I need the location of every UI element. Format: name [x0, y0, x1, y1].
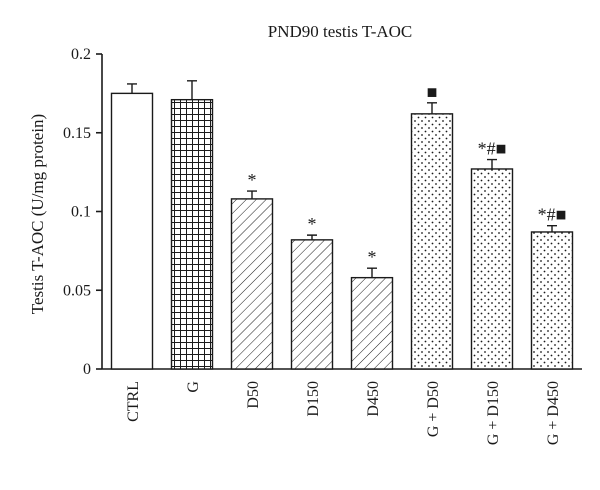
bar — [530, 231, 574, 370]
y-tick-label: 0.2 — [71, 46, 91, 63]
bar-group: *#■ — [530, 205, 574, 370]
plot-area: 0 0.05 0.1 0.15 0.2 * * * ■ *#■ *#■ CTRL G D50 D150 D… — [63, 46, 582, 445]
bar-group — [170, 80, 214, 370]
y-tick-label: 0.15 — [63, 125, 91, 142]
significance-marker: * — [308, 214, 317, 234]
error-bar — [427, 102, 437, 114]
bar — [230, 198, 274, 370]
error-bar — [187, 80, 197, 100]
x-tick-label: D50 — [245, 381, 262, 409]
significance-marker: ■ — [427, 82, 438, 102]
bars: * * * ■ *#■ *#■ — [110, 80, 574, 370]
bar — [350, 276, 394, 370]
bar — [410, 113, 454, 370]
bar-group: * — [290, 214, 334, 370]
bar-group — [110, 83, 154, 370]
bar — [170, 98, 214, 370]
y-tick-label: 0.1 — [71, 204, 91, 221]
significance-marker: *#■ — [538, 205, 567, 225]
error-bar — [487, 158, 497, 169]
significance-marker: * — [248, 170, 257, 190]
bar-group: *#■ — [470, 139, 514, 370]
y-tick-label: 0.05 — [63, 282, 91, 299]
error-bar — [307, 234, 317, 240]
x-tick-label: G — [185, 381, 202, 393]
y-axis-label: Testis T-AOC (U/mg protein) — [28, 114, 47, 314]
bar-group: ■ — [410, 82, 454, 370]
bar-group: * — [230, 170, 274, 370]
x-tick-label: G + D50 — [425, 381, 442, 437]
x-tick-label: G + D150 — [485, 381, 502, 445]
error-bar — [547, 224, 557, 232]
significance-marker: *#■ — [478, 139, 507, 159]
error-bar — [127, 83, 137, 94]
x-tick-label: G + D450 — [545, 381, 562, 445]
bar — [290, 239, 334, 370]
significance-marker: * — [368, 247, 377, 267]
x-tick-label: D450 — [365, 381, 382, 417]
bar — [470, 168, 514, 370]
y-tick-label: 0 — [83, 361, 91, 378]
y-axis-ticks: 0 0.05 0.1 0.15 0.2 — [63, 46, 102, 378]
chart-title: PND90 testis T-AOC — [268, 22, 413, 41]
error-bar — [367, 267, 377, 278]
error-bar — [247, 190, 257, 199]
bar — [110, 92, 154, 370]
bar-group: * — [350, 247, 394, 370]
x-tick-label: CTRL — [125, 381, 142, 422]
x-tick-label: D150 — [305, 381, 322, 417]
x-axis-labels: CTRL G D50 D150 D450 G + D50 G + D150 G + D450 — [125, 381, 562, 446]
